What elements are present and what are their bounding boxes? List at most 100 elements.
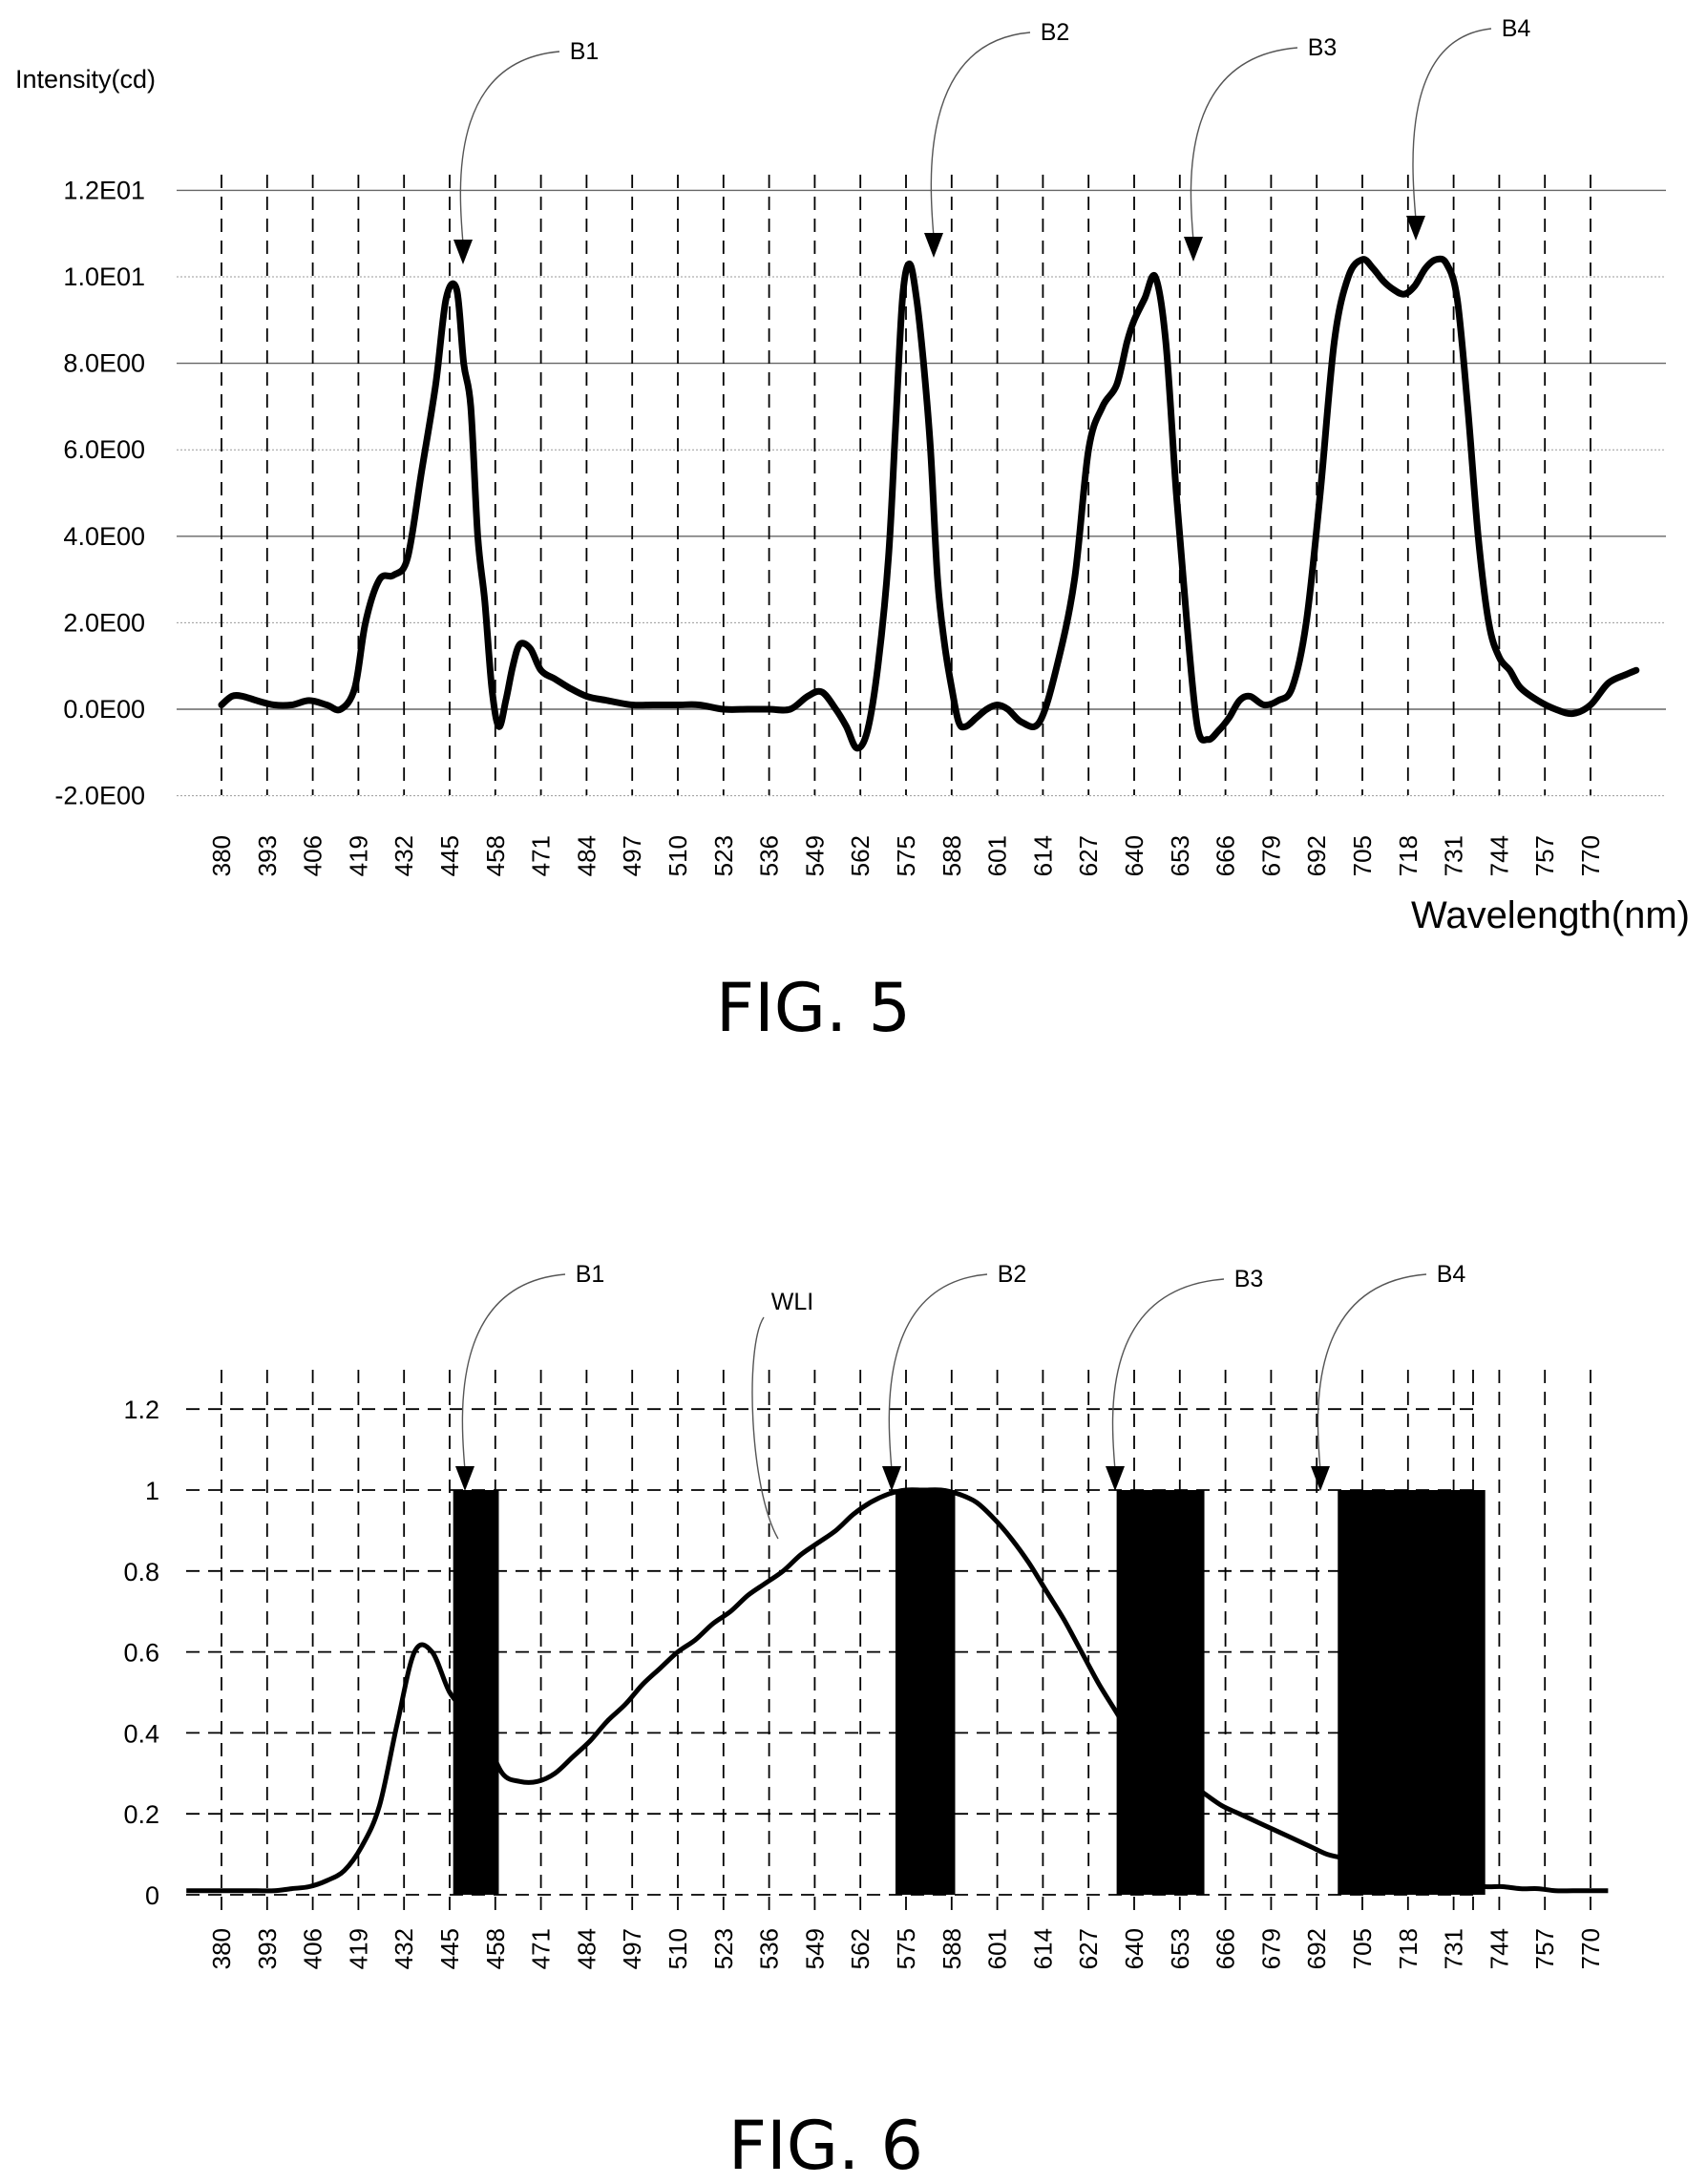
- fig6-x-tick-label: 640: [1120, 1928, 1149, 1969]
- fig6-band-b3: [1116, 1490, 1205, 1895]
- fig6-x-tick-label: 718: [1394, 1928, 1422, 1969]
- fig6-y-tick-label: 1: [145, 1477, 159, 1505]
- fig6-x-tick-label: 770: [1576, 1928, 1605, 1969]
- chart-fig5: 1.2E01 1.0E01 8.0E00 6.0E00 4.0E00 2.0E00 0.0E…: [15, 15, 1690, 1047]
- fig5-y-tick-label: -2.0E00: [54, 782, 145, 810]
- fig5-x-tick-label: 406: [299, 835, 327, 876]
- fig5-x-tick-label: 380: [207, 835, 236, 876]
- fig6-x-tick-label: 549: [800, 1928, 829, 1969]
- fig5-x-tick-label: 601: [983, 835, 1012, 876]
- fig6-callout-b3-leader: [1111, 1278, 1225, 1471]
- fig6-band-b2: [895, 1490, 956, 1895]
- fig6-x-tick-label: 614: [1028, 1928, 1057, 1969]
- fig6-y-tick-label: 0: [145, 1881, 159, 1910]
- fig6-x-tick-label: 484: [572, 1928, 601, 1969]
- fig5-x-tick-label: 653: [1166, 835, 1194, 876]
- fig5-x-tick-label: 718: [1394, 835, 1422, 876]
- fig6-y-tick-label: 1.2: [123, 1396, 159, 1424]
- fig6-y-tick-label: 0.6: [123, 1639, 159, 1668]
- fig6-x-tick-label: 666: [1212, 1928, 1240, 1969]
- fig5-y-tick-label: 6.0E00: [63, 435, 145, 464]
- fig5-x-tick-label: 523: [709, 835, 738, 876]
- fig6-x-tick-label: 458: [481, 1928, 510, 1969]
- fig6-x-tick-label: 757: [1530, 1928, 1559, 1969]
- fig6-x-tick-label: 523: [709, 1928, 738, 1969]
- fig6-x-tick-label: 445: [435, 1928, 464, 1969]
- fig5-x-tick-label: 510: [664, 835, 692, 876]
- fig5-x-tick-label: 445: [435, 835, 464, 876]
- fig6-callout-b4-arrowhead: [1311, 1466, 1330, 1491]
- fig6-x-tick-label: 705: [1348, 1928, 1377, 1969]
- fig5-y-tick-label: 0.0E00: [63, 695, 145, 724]
- fig6-x-tick-label: 406: [299, 1928, 327, 1969]
- fig5-y-tick-label: 8.0E00: [63, 349, 145, 378]
- fig6-x-tick-label: 679: [1256, 1928, 1285, 1969]
- fig5-callout-b4-label: B4: [1502, 15, 1531, 42]
- fig6-callout-b1-label: B1: [576, 1261, 605, 1288]
- fig5-callout-b1-leader: [459, 51, 560, 244]
- fig6-callout-b3-arrowhead: [1106, 1466, 1125, 1491]
- fig6-y-tick-label: 0.8: [123, 1558, 159, 1586]
- fig5-x-tick-label: 484: [572, 835, 601, 876]
- fig5-x-tick-label: 432: [390, 835, 418, 876]
- fig5-x-tick-label: 744: [1485, 835, 1513, 876]
- fig6-x-tick-label: 731: [1440, 1928, 1468, 1969]
- fig5-callout-b4-arrowhead: [1406, 216, 1425, 241]
- fig6-x-tick-label: 627: [1074, 1928, 1103, 1969]
- fig5-y-tick-label: 2.0E00: [63, 608, 145, 637]
- fig6-callout-b4-leader: [1317, 1273, 1427, 1471]
- fig6-x-tick-label: 601: [983, 1928, 1012, 1969]
- fig6-x-tick-label: 653: [1166, 1928, 1194, 1969]
- fig5-x-tick-label: 471: [527, 835, 556, 876]
- fig6-x-tick-label: 575: [892, 1928, 920, 1969]
- fig5-callout-b4-leader: [1412, 28, 1492, 220]
- fig6-band-b1: [453, 1490, 499, 1895]
- fig6-x-tick-label: 393: [253, 1928, 282, 1969]
- fig6-callout-b1-leader: [461, 1273, 566, 1471]
- fig5-callout-b3-arrowhead: [1184, 237, 1203, 262]
- fig5-callout-b1-arrowhead: [453, 240, 473, 264]
- fig6-figure-label: FIG. 6: [728, 2107, 923, 2184]
- fig6-band-b4: [1338, 1490, 1486, 1895]
- fig6-x-tick-label: 588: [938, 1928, 966, 1969]
- fig6-x-tick-label: 380: [207, 1928, 236, 1969]
- fig5-x-tick-label: 705: [1348, 835, 1377, 876]
- fig5-callout-b2-label: B2: [1041, 19, 1070, 46]
- fig6-x-tick-label: 692: [1302, 1928, 1331, 1969]
- fig5-figure-label: FIG. 5: [716, 969, 911, 1047]
- fig5-x-tick-label: 575: [892, 835, 920, 876]
- fig6-callout-wli-label: WLI: [771, 1289, 813, 1315]
- fig6-callout-b4-label: B4: [1437, 1261, 1466, 1288]
- fig6-x-tick-label: 471: [527, 1928, 556, 1969]
- fig5-x-tick-label: 640: [1120, 835, 1149, 876]
- fig5-y-tick-label: 1.0E01: [63, 262, 145, 291]
- fig6-x-tick-label: 536: [755, 1928, 784, 1969]
- fig5-x-tick-label: 770: [1576, 835, 1605, 876]
- fig6-x-tick-label: 432: [390, 1928, 418, 1969]
- fig6-x-tick-label: 744: [1485, 1928, 1513, 1969]
- fig5-callout-b1-label: B1: [570, 38, 600, 65]
- fig5-y-tick-label: 1.2E01: [63, 176, 145, 204]
- fig5-y-axis-title: Intensity(cd): [15, 65, 156, 94]
- fig5-x-tick-label: 692: [1302, 835, 1331, 876]
- fig6-x-tick-label: 562: [846, 1928, 875, 1969]
- fig5-callout-b3-leader: [1190, 47, 1298, 242]
- fig6-y-tick-label: 0.2: [123, 1800, 159, 1829]
- fig5-x-tick-label: 562: [846, 835, 875, 876]
- fig5-x-tick-label: 588: [938, 835, 966, 876]
- fig5-x-tick-label: 549: [800, 835, 829, 876]
- fig5-callout-b2-arrowhead: [924, 233, 943, 258]
- fig5-x-tick-label: 419: [344, 835, 372, 876]
- fig5-callout-b3-label: B3: [1308, 34, 1338, 61]
- fig5-x-tick-label: 393: [253, 835, 282, 876]
- fig6-x-tick-label: 497: [618, 1928, 646, 1969]
- fig6-callout-b2-label: B2: [998, 1261, 1027, 1288]
- fig6-callout-b1-arrowhead: [455, 1466, 474, 1491]
- fig5-x-tick-label: 679: [1256, 835, 1285, 876]
- fig5-x-tick-label: 666: [1212, 835, 1240, 876]
- fig6-callout-wli-leader: [751, 1316, 779, 1540]
- fig5-x-tick-label: 497: [618, 835, 646, 876]
- fig5-intensity-line: [218, 255, 1640, 752]
- fig6-x-tick-label: 419: [344, 1928, 372, 1969]
